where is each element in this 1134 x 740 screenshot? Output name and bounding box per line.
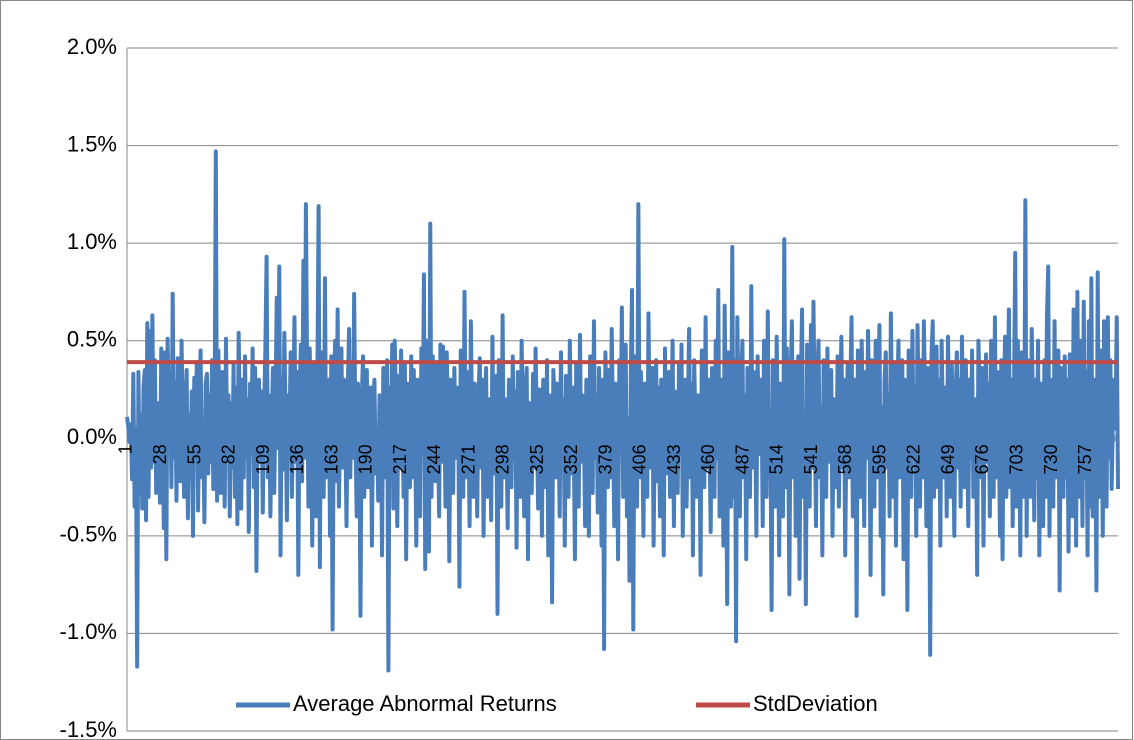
x-tick-label: 298: [493, 444, 513, 474]
x-tick-label: 622: [904, 444, 924, 474]
x-tick-label: 271: [458, 444, 478, 474]
x-tick-label: 406: [630, 444, 650, 474]
x-tick-label: 109: [253, 444, 273, 474]
x-tick-label: 676: [972, 444, 992, 474]
y-tick-label: 1.0%: [67, 229, 117, 254]
y-tick-label: -1.5%: [60, 717, 117, 740]
x-tick-label: 163: [321, 444, 341, 474]
x-tick-label: 190: [356, 444, 376, 474]
x-tick-label: 433: [664, 444, 684, 474]
series-line: [125, 149, 1120, 673]
y-tick-label: 0.5%: [67, 327, 117, 352]
y-tick-label: -1.0%: [60, 619, 117, 644]
x-tick-label: 568: [835, 444, 855, 474]
x-tick-label: 82: [219, 444, 239, 464]
x-tick-label: 244: [424, 444, 444, 474]
x-tick-label: 1: [116, 444, 136, 454]
x-tick-label: 541: [801, 444, 821, 474]
x-tick-label: 730: [1041, 444, 1061, 474]
x-tick-label: 217: [390, 444, 410, 474]
y-tick-label: 0.0%: [67, 424, 117, 449]
x-tick-label: 136: [287, 444, 307, 474]
x-tick-label: 55: [184, 444, 204, 464]
x-tick-label: 460: [698, 444, 718, 474]
x-tick-label: 757: [1075, 444, 1095, 474]
legend-label: Average Abnormal Returns: [293, 691, 557, 716]
x-tick-label: 352: [561, 444, 581, 474]
x-tick-label: 595: [869, 444, 889, 474]
x-tick-label: 325: [527, 444, 547, 474]
x-tick-label: 487: [732, 444, 752, 474]
y-tick-label: -0.5%: [60, 522, 117, 547]
x-tick-label: 703: [1007, 444, 1027, 474]
y-tick-label: 2.0%: [67, 34, 117, 59]
x-tick-label: 649: [938, 444, 958, 474]
x-tick-label: 514: [767, 444, 787, 474]
x-tick-label: 379: [595, 444, 615, 474]
y-tick-label: 1.5%: [67, 131, 117, 156]
x-tick-label: 28: [150, 444, 170, 464]
legend-label: StdDeviation: [753, 691, 878, 716]
